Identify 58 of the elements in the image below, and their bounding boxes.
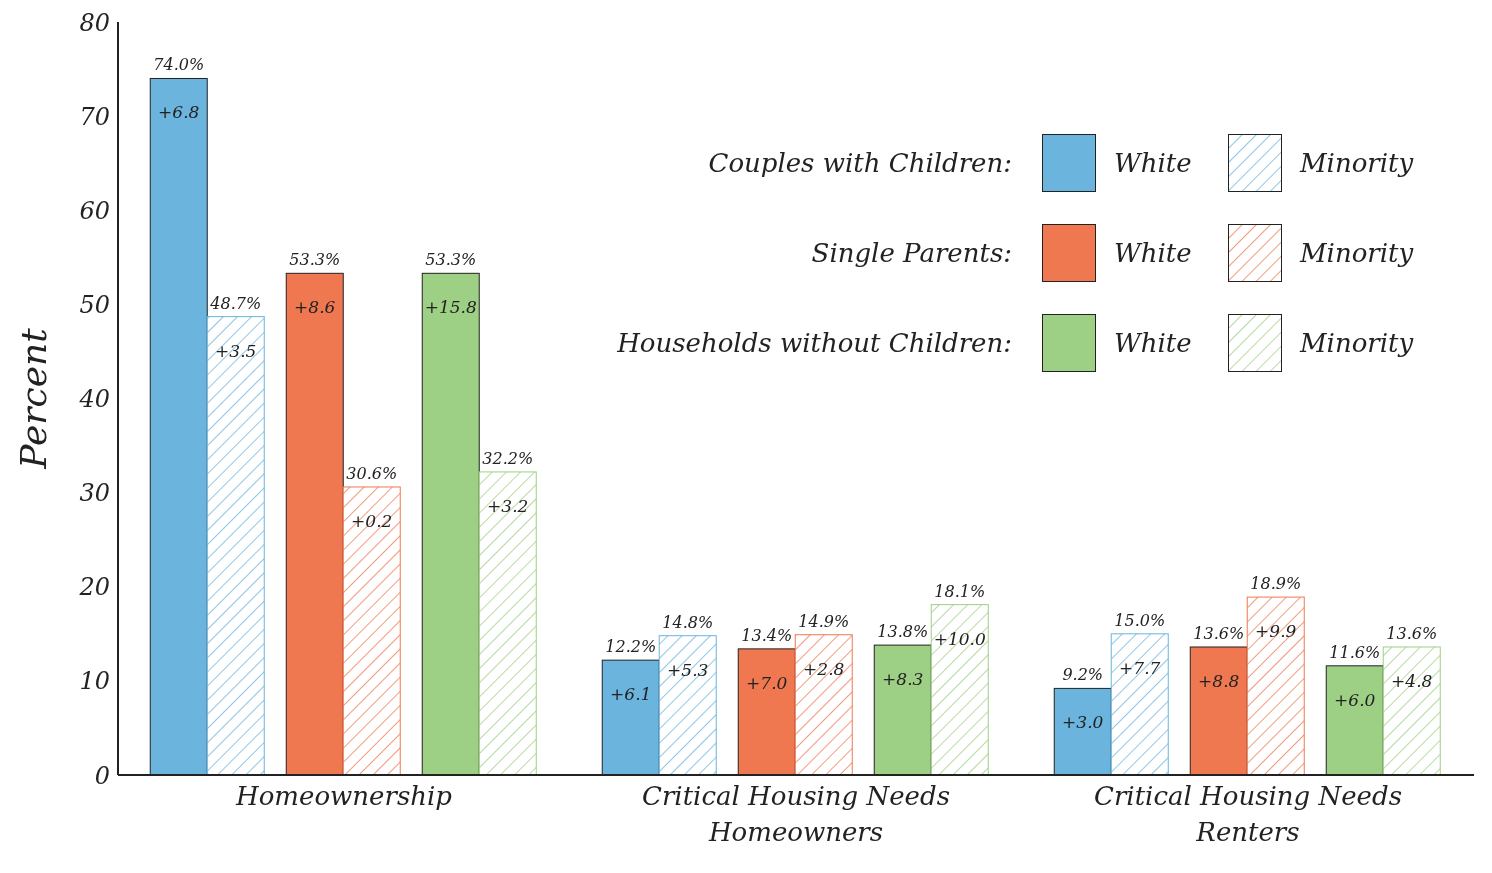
data-label: 53.3% [289, 250, 341, 270]
y-tick-label: 30 [79, 479, 110, 508]
y-tick-label: 40 [78, 385, 110, 414]
legend-label: White [1114, 148, 1192, 178]
data-label: 74.0% [153, 55, 205, 75]
legend-label: Minority [1300, 328, 1414, 358]
y-tick-label: 60 [79, 196, 110, 225]
y-tick-label: 20 [78, 573, 110, 602]
data-label: 11.6% [1329, 642, 1381, 662]
data-label: 15.0% [1114, 610, 1166, 630]
y-tick-label: 10 [79, 667, 110, 696]
data-label: 18.1% [934, 581, 986, 601]
annotation: +8.6 [294, 297, 336, 318]
data-label: 13.8% [877, 622, 929, 642]
annotation: Single Parents: [811, 238, 1012, 268]
legend-label: Minority [1300, 238, 1414, 268]
annotation: +6.0 [1334, 689, 1376, 710]
data-label: 13.6% [1193, 623, 1245, 643]
annotation: +2.8 [803, 658, 845, 679]
annotation: Households without Children: [617, 328, 1012, 358]
annotation: +8.3 [882, 669, 924, 690]
annotation: +5.3 [667, 659, 709, 680]
annotation: +10.0 [933, 628, 986, 649]
x-tick-label: Critical Housing Needs Homeowners [642, 781, 950, 847]
y-tick-label: 50 [79, 290, 110, 319]
annotation: Couples with Children: [708, 148, 1012, 178]
data-label: 32.2% [482, 448, 534, 468]
data-label: 13.4% [741, 625, 793, 645]
annotation: +6.8 [158, 102, 200, 123]
y-tick-label: 70 [79, 102, 110, 131]
annotation: +3.2 [487, 495, 529, 516]
legend-label: White [1114, 238, 1192, 268]
annotation: +7.7 [1119, 657, 1161, 678]
annotation: +6.1 [610, 684, 652, 705]
annotation: +8.8 [1198, 670, 1240, 691]
annotation: +0.2 [351, 510, 393, 531]
y-tick-label: 0 [94, 761, 110, 790]
data-label: 12.2% [605, 637, 657, 657]
annotation: +15.8 [424, 297, 477, 318]
annotation: +4.8 [1391, 670, 1433, 691]
annotation: +9.9 [1255, 621, 1297, 642]
data-label: 18.9% [1250, 574, 1302, 594]
legend-label: Minority [1300, 148, 1414, 178]
data-label: 14.9% [798, 611, 850, 631]
data-label: 53.3% [425, 250, 477, 270]
y-axis-title: Percent [12, 327, 54, 470]
data-label: 13.6% [1386, 623, 1438, 643]
annotation: +3.0 [1062, 712, 1104, 733]
data-label: 30.6% [346, 463, 398, 483]
data-label: 48.7% [209, 293, 262, 313]
annotation: +3.5 [215, 340, 257, 361]
x-tick-label: Homeownership [235, 781, 453, 811]
data-label: 9.2% [1062, 665, 1104, 685]
data-label: 14.8% [662, 612, 714, 632]
legend-label: White [1114, 328, 1192, 358]
y-tick-label: 80 [79, 8, 110, 37]
x-tick-label: Critical Housing Needs Renters [1094, 781, 1402, 847]
annotation: +7.0 [746, 672, 788, 693]
